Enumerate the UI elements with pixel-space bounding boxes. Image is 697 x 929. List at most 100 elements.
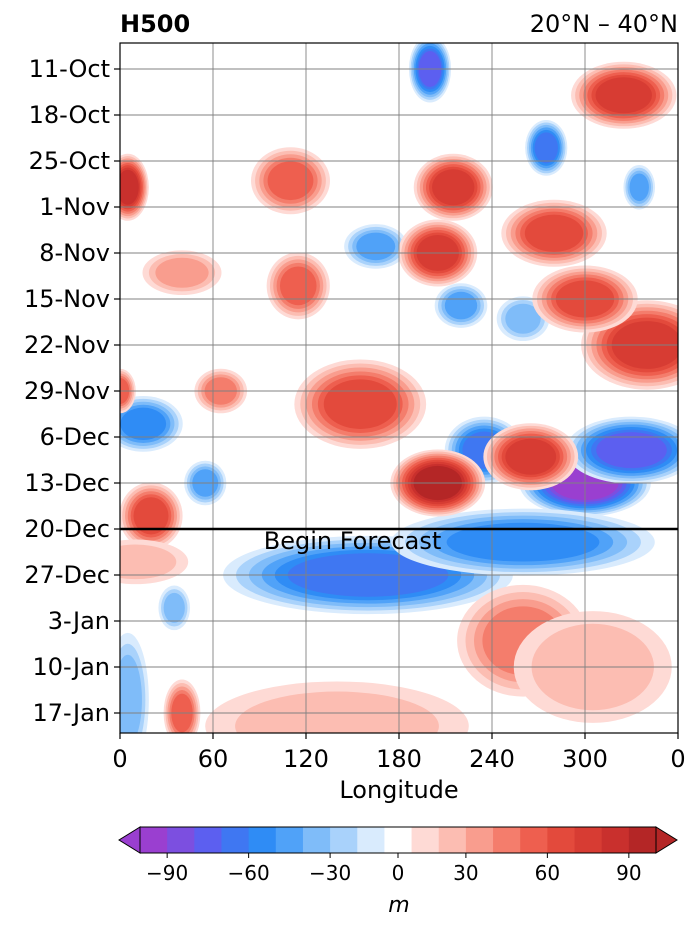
y-tick-label: 13-Dec [24,469,110,497]
y-tick-label: 29-Nov [24,377,110,405]
y-tick-label: 1-Nov [39,193,110,221]
contour-level [120,544,177,580]
colorbar-segment [547,827,576,853]
y-tick-label: 25-Oct [29,147,110,175]
contour-level [356,232,396,261]
anomaly-blob [391,508,655,576]
contour-level [524,214,584,252]
colorbar-segment [384,827,413,853]
y-tick-label: 18-Oct [29,101,110,129]
plot-area: Begin Forecast [119,42,679,734]
x-tick-label: 0 [112,745,127,773]
anomaly-blob [434,283,488,328]
contour-level [133,497,169,535]
contour-level [120,654,142,733]
anomaly-blob [294,359,427,449]
anomaly-blob [571,61,677,129]
x-axis: 0 60 120 180 240 300 0 [112,733,686,773]
colorbar-segment [520,827,548,853]
colorbar-extend-low [118,826,141,854]
colorbar-segment [357,827,385,853]
anomaly-blob [163,679,201,733]
anomaly-blob [120,539,189,585]
colorbar-segment [248,827,277,853]
colorbar-segment [194,827,222,853]
y-tick-label: 11-Oct [29,55,110,83]
colorbar-segment [493,827,521,853]
y-tick-label: 17-Jan [32,699,110,727]
anomaly-blob [205,681,469,733]
y-tick-label: 8-Nov [39,239,110,267]
x-tick-label: 240 [469,745,515,773]
contour-level [629,173,649,202]
colorbar-segment [465,827,494,853]
anomaly-blob [120,153,149,221]
anomaly-blob [483,423,579,491]
y-tick-label: 22-Nov [24,331,110,359]
anomaly-blob [120,632,149,733]
anomaly-blob [266,252,330,320]
anomaly-blob [496,296,550,342]
y-tick-label: 3-Jan [48,607,110,635]
chart-title-left: H500 [120,10,190,38]
anomaly-blob [120,395,183,452]
contour-level [120,407,167,441]
y-tick-label: 15-Nov [24,285,110,313]
x-tick-label: 60 [198,745,229,773]
colorbar-tick-label: −60 [228,861,270,885]
anomaly-blob [501,199,607,267]
colorbar-tick-label: −30 [309,861,351,885]
contour-level [163,592,185,623]
anomaly-blob [142,250,222,296]
anomaly-blob [413,153,493,221]
contour-level [323,379,397,429]
colorbar-tick-label: 30 [453,861,478,885]
colorbar-segment [411,827,440,853]
x-axis-label: Longitude [339,776,458,804]
contour-level [120,169,139,205]
contour-level [505,438,557,475]
colorbar-segment [302,827,331,853]
colorbar-segment [601,827,630,853]
colorbar-tick-label: 90 [616,861,641,885]
colorbar-label: m [388,893,409,918]
y-axis: 11-Oct 18-Oct 25-Oct 1-Nov 8-Nov 15-Nov 22-Nov… [24,55,120,727]
contour-level [279,266,317,306]
chart-title-right: 20°N – 40°N [530,10,678,38]
y-tick-label: 27-Dec [24,561,110,589]
contour-level [267,161,314,201]
anomaly-blob [120,482,183,550]
y-tick-label: 10-Jan [32,653,110,681]
x-tick-label: 180 [376,745,422,773]
y-tick-label: 6-Dec [40,423,110,451]
anomaly-blob [623,164,656,210]
x-tick-label: 0 [670,745,685,773]
contour-level [432,169,475,206]
colorbar-segment [167,827,195,853]
contour-level [534,132,558,164]
contour-level [505,303,541,334]
colorbar-segment [275,827,304,853]
anomaly-blob [344,224,408,269]
contour-level [596,432,667,469]
y-tick-label: 20-Dec [24,515,110,543]
anomaly-blob [251,147,330,215]
colorbar-segment [330,827,358,853]
colorbar-tick-label: 60 [535,861,560,885]
x-tick-label: 300 [562,745,608,773]
anomaly-blob [525,119,568,176]
contour-level [444,291,478,320]
colorbar-segment [221,827,250,853]
colorbar-segment [628,827,657,853]
contour-level [595,77,652,114]
contour-level [235,691,439,733]
contour-level [446,522,600,562]
colorbar-segment [574,827,603,853]
anomaly-blob [565,416,678,484]
colorbar-segment [140,827,168,853]
colorbar: −90 −60 −30 0 30 60 90 [118,826,678,885]
colorbar-segment [438,827,467,853]
colorbar-tick-label: −90 [146,861,188,885]
x-tick-label: 120 [283,745,329,773]
